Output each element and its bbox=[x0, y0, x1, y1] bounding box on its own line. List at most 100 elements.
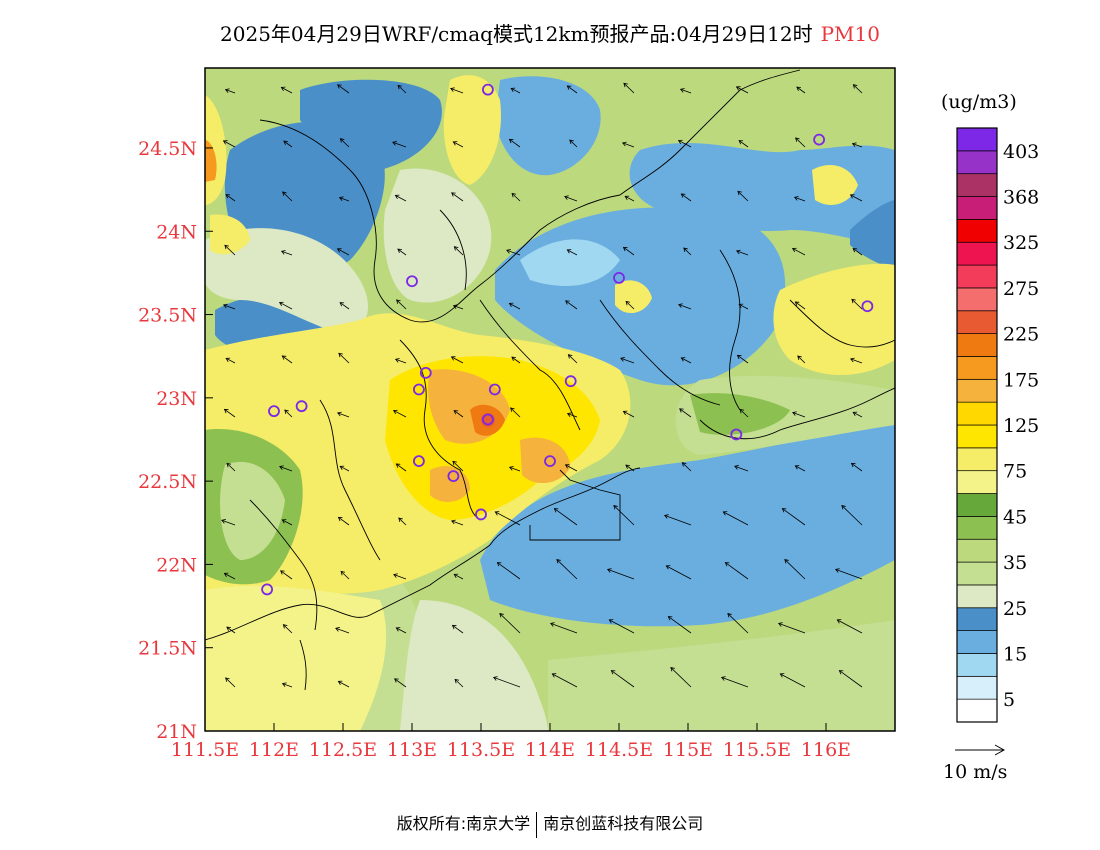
colorbar-cell bbox=[956, 241, 998, 266]
wind-arrowhead bbox=[779, 673, 785, 678]
wind-arrowhead bbox=[621, 141, 627, 147]
field-patch bbox=[205, 228, 369, 333]
wind-vector bbox=[567, 249, 578, 256]
wind-arrowhead bbox=[283, 140, 288, 145]
field-patch bbox=[220, 461, 285, 560]
wind-vector bbox=[550, 623, 578, 634]
wind-arrowhead bbox=[392, 141, 397, 146]
wind-vector bbox=[681, 357, 692, 364]
colorbar-cell bbox=[956, 630, 998, 654]
border-line bbox=[319, 399, 381, 561]
wind-arrowhead bbox=[338, 196, 344, 201]
wind-arrowhead bbox=[720, 676, 726, 681]
wind-vector bbox=[778, 623, 806, 634]
wind-arrowhead bbox=[508, 302, 514, 308]
station-marker bbox=[475, 508, 487, 521]
wind-vector bbox=[393, 574, 407, 580]
wind-vector bbox=[510, 407, 521, 418]
wind-vector bbox=[397, 85, 407, 94]
wind-vector bbox=[780, 673, 806, 688]
wind-vector bbox=[850, 358, 863, 364]
wind-vector bbox=[338, 681, 350, 688]
wind-vector bbox=[678, 140, 692, 148]
wind-arrowhead bbox=[738, 303, 744, 308]
wind-vector bbox=[569, 139, 578, 148]
wind-arrowhead bbox=[281, 519, 287, 524]
colorbar-cell bbox=[956, 401, 998, 426]
wind-vector bbox=[509, 466, 521, 472]
wind-arrowhead bbox=[738, 140, 744, 145]
wind-arrowhead bbox=[338, 352, 343, 358]
wind-arrowhead bbox=[394, 678, 399, 683]
wind-vector bbox=[852, 411, 863, 418]
wind-arrowhead bbox=[222, 140, 228, 145]
wind-arrowhead bbox=[226, 626, 231, 631]
field-patch bbox=[548, 620, 895, 731]
wind-arrowhead bbox=[279, 465, 284, 470]
wind-vector bbox=[625, 464, 635, 472]
wind-arrowhead bbox=[506, 249, 511, 254]
field-patch bbox=[443, 75, 501, 185]
wind-arrowhead bbox=[222, 303, 228, 309]
wind-arrowhead bbox=[681, 462, 687, 467]
pollutant-label: PM10 bbox=[820, 22, 880, 46]
wind-arrowhead bbox=[511, 356, 516, 361]
station-marker bbox=[481, 83, 494, 96]
wind-vector bbox=[839, 670, 863, 688]
wind-vector bbox=[495, 511, 521, 526]
wind-vector bbox=[453, 573, 464, 580]
border-line bbox=[299, 639, 307, 691]
wind-vector bbox=[493, 677, 521, 688]
wind-arrowhead bbox=[510, 407, 515, 412]
wind-arrowhead bbox=[734, 465, 739, 470]
field-patch bbox=[520, 239, 620, 286]
colorbar-cell bbox=[956, 447, 998, 472]
wind-arrowhead bbox=[610, 670, 616, 675]
station-marker bbox=[261, 583, 274, 596]
wind-vector bbox=[510, 87, 521, 94]
lat-tick-label: 21.5N bbox=[138, 638, 197, 660]
colorbar-cell bbox=[956, 538, 998, 563]
wind-vector bbox=[395, 195, 407, 202]
lon-tick-label: 112E bbox=[249, 739, 299, 761]
wind-arrowhead bbox=[663, 514, 669, 519]
wind-vector bbox=[795, 465, 806, 472]
border-line bbox=[205, 467, 641, 641]
wind-arrowhead bbox=[679, 88, 685, 93]
station-marker bbox=[481, 413, 494, 426]
border-line bbox=[399, 339, 481, 521]
wind-vector bbox=[622, 142, 635, 148]
station-marker bbox=[412, 383, 425, 396]
wind-arrowhead bbox=[736, 354, 742, 360]
wind-vector bbox=[792, 248, 806, 256]
wind-vector bbox=[279, 466, 293, 472]
wind-arrowhead bbox=[622, 410, 628, 416]
wind-arrowhead bbox=[282, 191, 287, 196]
title-text: 2025年04月29日WRF/cmaq模式12km预报产品:04月29日12时 bbox=[220, 22, 813, 46]
wind-vector bbox=[451, 192, 464, 202]
wind-arrowhead bbox=[796, 86, 801, 91]
wind-arrowhead bbox=[678, 303, 683, 308]
station-marker bbox=[412, 455, 425, 468]
wind-vector bbox=[852, 143, 863, 148]
wind-vector bbox=[679, 408, 692, 418]
colorbar-cell bbox=[956, 653, 998, 677]
wind-vector bbox=[398, 517, 407, 526]
wind-arrowhead bbox=[510, 87, 516, 92]
colorbar-label: 125 bbox=[1003, 415, 1039, 437]
wind-arrowhead bbox=[340, 570, 346, 576]
wind-vector bbox=[835, 569, 863, 580]
wind-arrowhead bbox=[224, 88, 230, 93]
colorbar-label: 25 bbox=[1003, 598, 1027, 620]
wind-vector bbox=[567, 85, 578, 94]
wind-arrowhead bbox=[225, 194, 231, 199]
wind-vector bbox=[795, 137, 806, 148]
wind-arrowhead bbox=[791, 247, 797, 253]
wind-vector bbox=[451, 356, 464, 364]
wind-vector bbox=[784, 559, 806, 580]
wind-scale-label: 10 m/s bbox=[943, 761, 1007, 783]
wind-arrowhead bbox=[223, 572, 229, 578]
wind-vector bbox=[725, 562, 749, 580]
wind-arrowhead bbox=[336, 248, 342, 253]
colorbar-cell bbox=[956, 310, 998, 334]
